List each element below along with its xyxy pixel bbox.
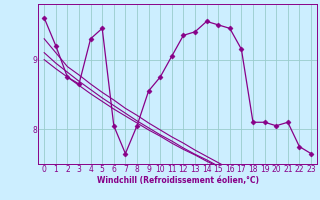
X-axis label: Windchill (Refroidissement éolien,°C): Windchill (Refroidissement éolien,°C) (97, 176, 259, 185)
